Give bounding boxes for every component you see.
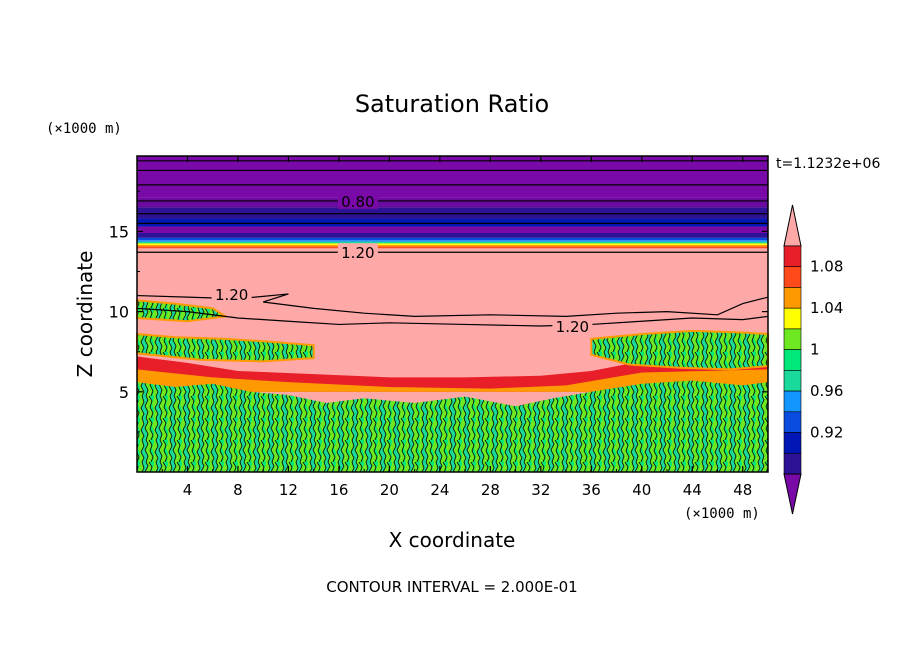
colorbar-swatch [783,328,802,350]
colorbar-swatch [783,349,802,371]
transition-band [137,246,768,249]
colorbar-swatch [783,370,802,392]
orange-zone [137,369,768,392]
contour-line-1-20-mid [136,293,769,318]
upper-layer-band [137,207,768,219]
contour-label-bg [552,317,593,335]
contour-interval-footer: CONTOUR INTERVAL = 2.000E-01 [326,578,577,596]
colorbar-label: 1.04 [810,299,843,317]
upper-layer-band [137,156,768,198]
chart-title: Saturation Ratio [355,90,549,118]
contour-label-bg [337,191,378,209]
contour-lines [136,160,769,327]
colorbar-swatch [783,411,802,433]
colorbar-swatch [783,452,802,475]
y-unit-label: (×1000 m) [46,121,122,137]
colorbar-label: 1 [810,341,820,359]
x-tick-label: 16 [329,481,348,499]
x-tick-label: 32 [531,481,550,499]
y-tick-label: 15 [109,222,129,241]
upper-layer-band [137,226,768,233]
contour-label: 1.20 [556,318,589,336]
transition-band [137,240,768,242]
upper-layer-band [137,218,768,227]
y-tick-label: 10 [109,303,129,322]
colorbar-label: 0.92 [810,424,843,442]
x-tick-label: 24 [430,481,449,499]
transition-band [137,243,768,246]
colorbar-swatch [783,432,802,454]
contour-labels: 0.80 1.20 1.20 1.20 [211,191,593,336]
left-cloud-patch [136,332,315,363]
x-tick-label: 4 [183,481,193,499]
plot-frame [136,155,769,473]
contour-line-1-20-low [136,307,769,327]
upper-layer-band [137,197,768,208]
x-tick-label: 20 [380,481,399,499]
colorbar-swatch [783,245,802,268]
x-tick-label: 28 [481,481,500,499]
x-tick-label: 36 [582,481,601,499]
time-label: t=1.1232e+06 [776,156,880,172]
colorbar: 1.08 1.04 1 0.96 0.92 [783,204,843,515]
x-tick-label: 40 [632,481,651,499]
contour-label: 1.20 [341,244,374,262]
colorbar-top-arrow [783,204,802,247]
x-tick-label: 12 [279,481,298,499]
transition-band [137,237,768,241]
colorbar-label: 1.08 [810,258,843,276]
contour-label-bg [211,284,252,302]
colorbar-bottom-arrow [783,473,802,515]
colorbar-label: 0.96 [810,382,843,400]
plot-area [136,156,769,472]
transition-band [137,245,768,247]
colorbar-swatch [783,266,802,288]
y-axis-ticks: 5 10 15 [109,190,768,433]
x-axis-label: X coordinate [389,528,516,552]
colorbar-swatch [783,307,802,330]
contour-label-bg [337,243,378,261]
upper-layer-band [137,232,768,238]
x-unit-label: (×1000 m) [684,506,760,522]
transition-band [137,241,768,244]
y-tick-label: 5 [119,383,129,402]
contour-label: 1.20 [215,286,248,304]
x-tick-label: 48 [733,481,752,499]
colorbar-swatch [783,390,802,413]
y-axis-label: Z coordinate [73,251,97,378]
x-axis-ticks: 4 8 12 16 20 24 28 32 36 40 44 48 [161,156,769,499]
x-tick-label: 8 [233,481,243,499]
colorbar-swatch [783,287,802,309]
contour-label: 0.80 [341,193,374,211]
cloud-layer [137,380,768,472]
x-tick-label: 44 [683,481,702,499]
